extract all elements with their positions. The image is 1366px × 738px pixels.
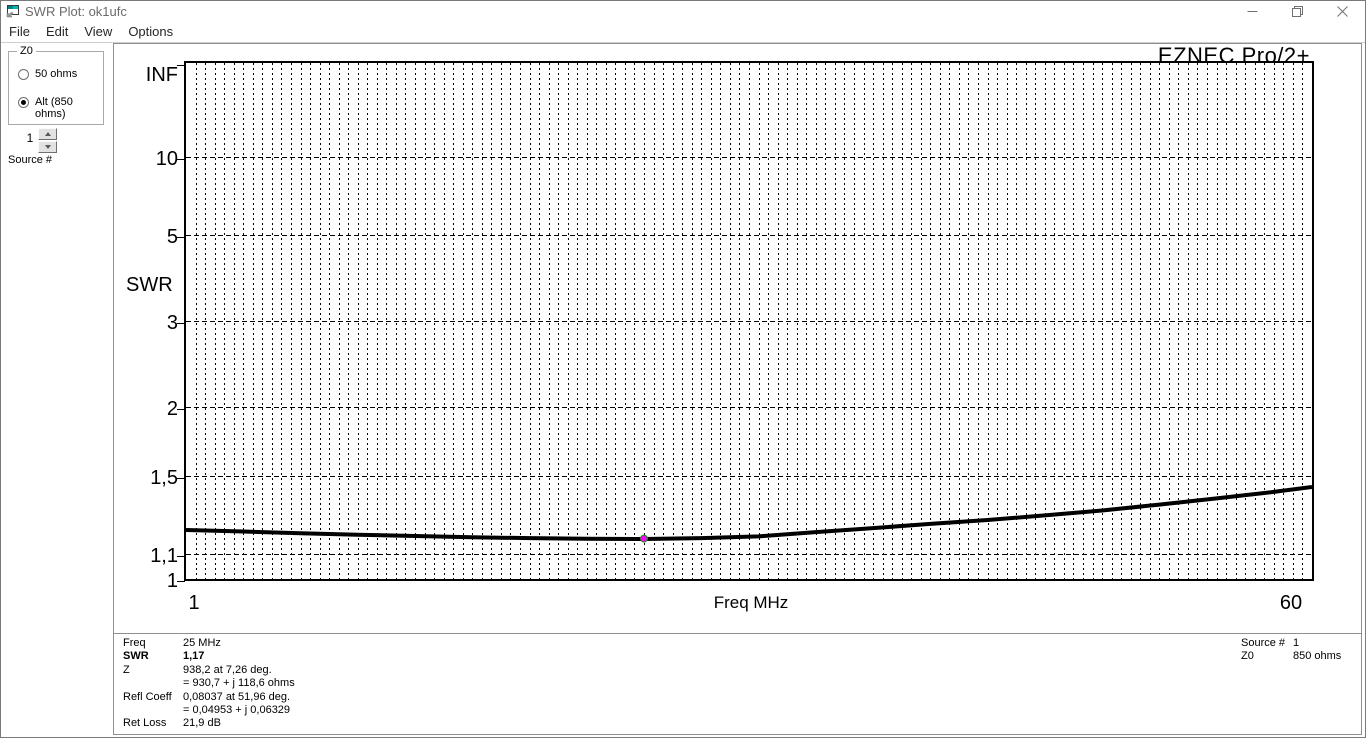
y-tick-label: 1,5 <box>150 467 178 489</box>
y-tick-mark <box>177 65 185 66</box>
readout-label: Freq <box>123 637 146 649</box>
menubar: File Edit View Options <box>0 23 1366 43</box>
readout-label: Ret Loss <box>123 717 167 730</box>
readout-value: 25 MHz <box>183 637 221 649</box>
readout-label: Z <box>123 663 130 676</box>
spin-down-button[interactable] <box>38 141 57 153</box>
readout-divider <box>114 633 1361 635</box>
minimize-button[interactable] <box>1230 0 1275 23</box>
radio-icon <box>18 97 29 108</box>
menu-item-file[interactable]: File <box>9 24 30 39</box>
readout-label: Z0 <box>1241 650 1254 663</box>
down-arrow-icon <box>44 145 51 149</box>
y-tick-label: 10 <box>155 148 178 170</box>
z0-groupbox: Z0 50 ohms Alt (850 ohms) <box>8 45 104 125</box>
readout-left-row: Refl Coeff 0,08037 at 51,96 deg. <box>123 691 295 704</box>
radio-label: Alt (850 ohms) <box>35 96 73 120</box>
readout-left-row: SWR 1,17 <box>123 650 295 663</box>
readout-label: Refl Coeff <box>123 690 172 703</box>
y-tick-mark <box>177 237 185 238</box>
y-tick-mark <box>177 323 185 324</box>
source-number-stepper <box>38 128 57 154</box>
swr-curve <box>186 485 1312 542</box>
readout-left-row: = 930,7 + j 118,6 ohms <box>123 677 295 690</box>
y-tick-label: 2 <box>166 398 178 420</box>
readout-left-row: Freq 25 MHz <box>123 637 295 650</box>
y-tick-mark <box>177 581 185 582</box>
readout-left-row: Ret Loss 21,9 dB <box>123 717 295 730</box>
menu-item-view[interactable]: View <box>84 24 113 39</box>
radio-icon <box>18 69 29 80</box>
y-tick-label: 1 <box>166 570 178 592</box>
spin-up-button[interactable] <box>38 128 57 140</box>
y-axis-title: SWR <box>126 274 173 296</box>
readout-value: 1 <box>1293 637 1300 649</box>
z0-groupbox-caption: Z0 <box>17 45 36 57</box>
y-tick-label: 3 <box>166 312 178 334</box>
x-tick-label: 1 <box>188 592 200 614</box>
cursor-marker[interactable] <box>640 534 648 543</box>
y-tick-label: 5 <box>166 226 178 248</box>
readout-left-row: Z 938,2 at 7,26 deg. <box>123 664 295 677</box>
window-title: SWR Plot: ok1ufc <box>25 4 127 19</box>
readout-value: 850 ohms <box>1293 650 1342 663</box>
readout-left: Freq 25 MHz SWR 1,17 Z 938,2 at 7,26 deg. = 93… <box>123 637 295 731</box>
plot-panel: EZNEC Pro/2+ SWR Freq MHz Freq 25 MHz SWR 1… <box>113 43 1362 735</box>
readout-right: Source # 1 Z0 850 ohms <box>1241 637 1341 664</box>
readout-label: SWR <box>123 650 149 663</box>
readout-right-row: Z0 850 ohms <box>1241 650 1341 663</box>
readout-value: 1,17 <box>183 650 205 663</box>
radio-label: 50 ohms <box>35 68 78 80</box>
readout-value: 21,9 dB <box>183 717 221 730</box>
readout-value: 938,2 at 7,26 deg. <box>183 663 272 676</box>
source-number-label: Source # <box>8 154 53 166</box>
x-axis-title: Freq MHz <box>713 593 789 612</box>
window-controls <box>1230 0 1365 23</box>
readout-value: 0,08037 at 51,96 deg. <box>183 690 291 703</box>
source-number-value: 1 <box>26 131 34 145</box>
y-tick-label: 1,1 <box>150 545 178 567</box>
y-tick-mark <box>177 159 185 160</box>
menu-item-options[interactable]: Options <box>128 24 174 39</box>
z0-option-50-ohms[interactable]: 50 ohms <box>18 68 77 80</box>
readout-right-row: Source # 1 <box>1241 637 1341 650</box>
readout-value: = 0,04953 + j 0,06329 <box>183 704 291 717</box>
form-window-icon <box>5 4 20 19</box>
up-arrow-icon <box>44 132 51 136</box>
close-button[interactable] <box>1320 0 1365 23</box>
y-tick-label: INF <box>145 64 178 86</box>
restore-button[interactable] <box>1275 0 1320 23</box>
y-tick-mark <box>177 478 185 479</box>
menu-item-edit[interactable]: Edit <box>45 24 69 39</box>
swr-plot-area[interactable] <box>184 61 1314 581</box>
y-tick-mark <box>177 409 185 410</box>
readout-value: = 930,7 + j 118,6 ohms <box>183 677 295 690</box>
swr-plot-canvas <box>186 63 1312 579</box>
y-tick-mark <box>177 556 185 557</box>
readout-label: Source # <box>1241 637 1286 649</box>
titlebar: SWR Plot: ok1ufc <box>0 0 1366 23</box>
z0-option-alt-850-ohms[interactable]: Alt (850 ohms) <box>18 96 93 120</box>
readout-left-row: = 0,04953 + j 0,06329 <box>123 704 295 717</box>
x-tick-label: 60 <box>1279 592 1303 614</box>
